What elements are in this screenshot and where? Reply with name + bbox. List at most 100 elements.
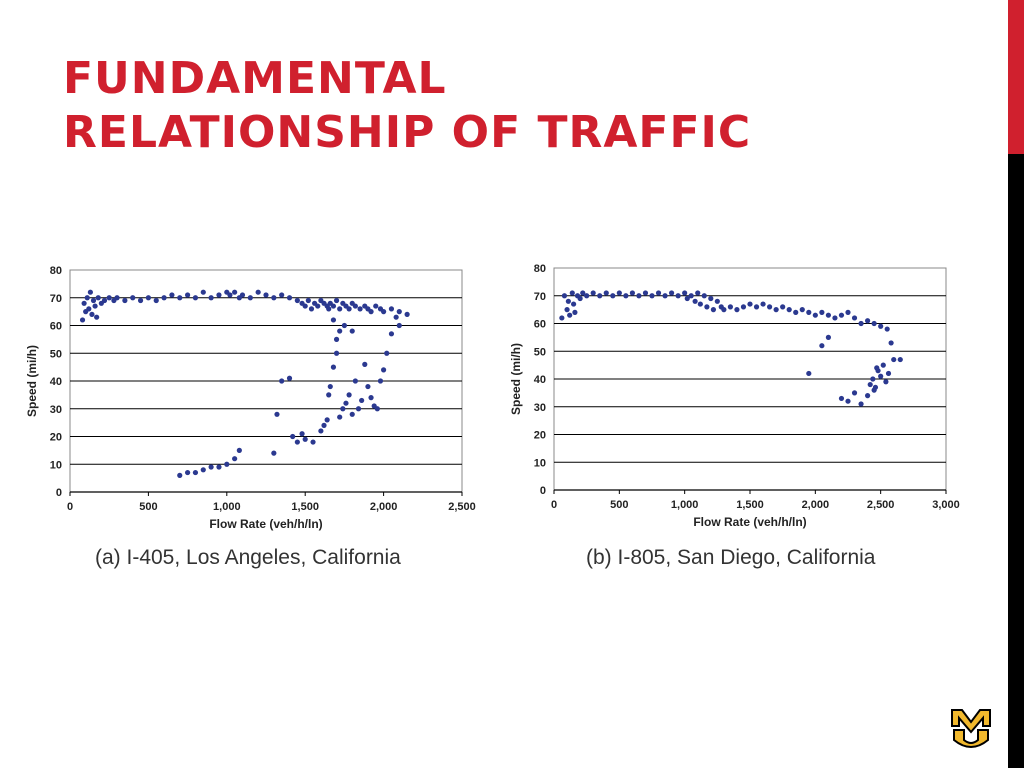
data-point [355,406,362,412]
data-point [832,315,838,321]
y-tick-label: 0 [56,487,62,499]
data-point [584,293,590,299]
data-point [359,397,365,404]
data-point [825,312,831,318]
data-point [655,290,662,296]
data-point [695,290,701,296]
data-point [161,295,167,301]
data-point [597,293,603,299]
data-point [636,293,642,299]
data-point [629,290,635,296]
data-point [337,414,343,420]
data-point [271,295,277,301]
data-point [845,398,851,404]
data-point [396,309,402,315]
data-point [192,469,199,476]
data-point [208,295,214,301]
data-point [327,383,333,390]
data-point [384,350,390,356]
data-point [232,289,238,295]
data-point [669,290,675,296]
data-point [352,303,358,309]
data-point [888,340,894,346]
data-point [649,293,655,299]
data-point [564,307,570,313]
data-point [878,373,884,379]
data-point [697,301,703,307]
data-point [767,304,773,310]
data-point [884,326,890,332]
mizzou-mu-logo-icon [948,704,994,750]
chart-a-plot: 0 10 20 30 40 50 60 70 80 0 500 1,000 1,500 2,000 2,50… [25,265,476,531]
data-point [318,428,324,434]
data-point [326,306,332,312]
data-point [374,406,380,412]
data-point [858,401,864,407]
y-tick-label: 60 [50,321,62,333]
data-point [362,361,368,367]
data-point [89,311,95,317]
data-point [883,379,889,385]
data-point [299,431,305,437]
data-point [86,306,92,312]
data-point [216,292,222,298]
data-point [851,390,858,396]
x-tick-label: 2,000 [370,501,398,513]
x-tick-label: 1,000 [671,499,699,511]
data-point [865,393,871,399]
y-tick-label: 10 [50,459,62,471]
data-point [192,295,199,301]
data-point [227,292,233,298]
chart-a-caption: (a) I-405, Los Angeles, California [95,546,401,569]
data-point [880,362,886,368]
data-point [710,307,717,313]
data-point [825,334,831,340]
data-point [675,293,681,299]
y-tick-label: 60 [534,319,546,331]
x-tick-label: 0 [67,501,73,513]
data-point [870,376,876,382]
data-point [305,297,311,304]
y-tick-label: 80 [50,265,62,277]
data-point [286,295,293,301]
data-point [247,295,253,301]
data-point [865,318,871,324]
data-point [773,307,779,313]
data-point [90,297,97,304]
data-point [662,293,668,299]
data-point [559,315,565,321]
data-point [858,320,864,327]
data-point [333,336,340,342]
data-point [324,417,330,423]
data-point [302,303,308,309]
data-point [396,322,402,329]
data-point [145,295,151,301]
data-point [84,295,90,301]
data-point [682,290,688,296]
data-point [349,411,355,417]
data-point [185,292,191,298]
data-point [838,312,845,318]
data-point [346,392,352,398]
x-tick-label: 2,500 [448,501,476,513]
data-point [885,370,892,377]
data-point [357,306,363,312]
data-point [580,290,586,296]
data-point [642,290,649,296]
data-point [404,311,410,317]
y-tick-label: 50 [534,346,546,358]
slide-title-line-1: FUNDAMENTAL [63,53,447,104]
data-point [867,381,873,388]
x-tick-label: 0 [551,499,557,511]
data-point [263,292,269,298]
y-axis-label: Speed (mi/h) [509,343,523,415]
data-point [274,411,280,417]
data-point [130,295,136,301]
data-point [92,303,98,309]
data-point [897,356,903,363]
data-point [340,406,346,412]
data-point [239,292,246,298]
data-point [236,447,242,453]
y-tick-label: 30 [50,404,62,416]
data-point [393,314,399,320]
